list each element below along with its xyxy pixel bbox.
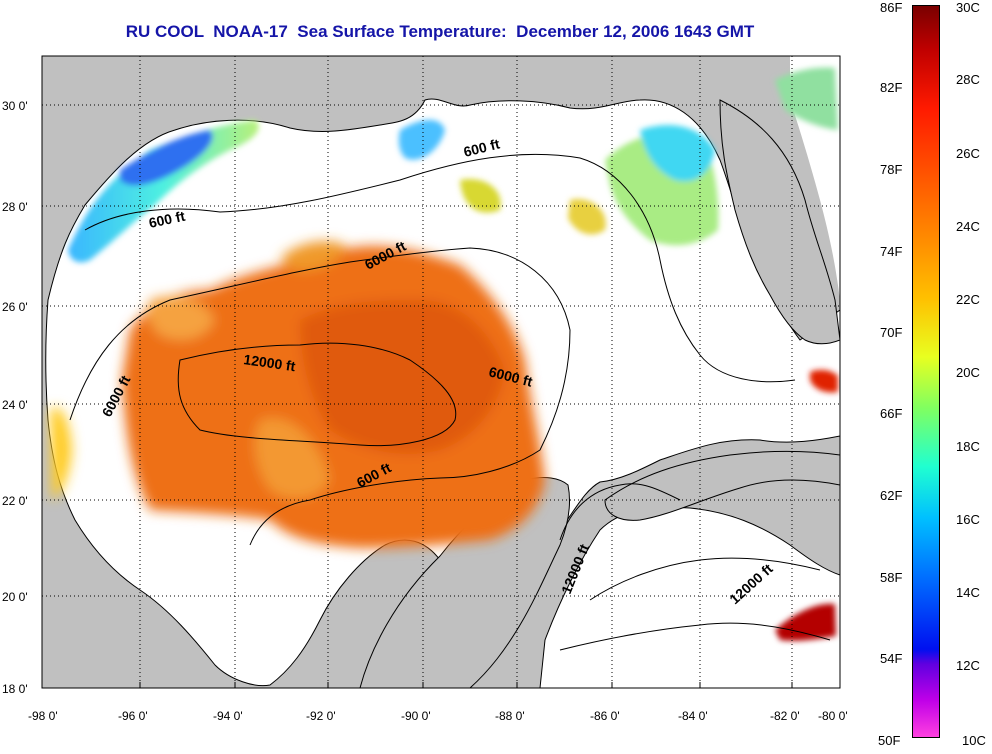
f-label: 54F (880, 651, 903, 666)
lat-label: 26 0' (2, 300, 28, 314)
lon-label: -98 0' (28, 709, 58, 723)
graticule (42, 56, 840, 688)
longitude-labels: -98 0' -96 0' -94 0' -92 0' -90 0' -88 0… (28, 709, 848, 723)
lat-label: 28 0' (2, 200, 28, 214)
lon-label: -92 0' (306, 709, 336, 723)
lat-label: 24 0' (2, 398, 28, 412)
f-label: 70F (880, 325, 903, 340)
c-label: 28C (956, 72, 980, 87)
f-label: 62F (880, 488, 903, 503)
f-label: 86F (880, 0, 903, 15)
c-label: 20C (956, 365, 980, 380)
f-label: 78F (880, 162, 903, 177)
c-label: 26C (956, 146, 980, 161)
lat-label: 18 0' (2, 682, 28, 696)
lon-label: -84 0' (678, 709, 708, 723)
florida-land (719, 99, 840, 345)
lon-label: -90 0' (401, 709, 431, 723)
map-frame (41, 55, 841, 689)
c-label: 18C (956, 439, 980, 454)
latitude-labels: 30 0' 28 0' 26 0' 24 0' 22 0' 20 0' 18 0… (2, 99, 28, 696)
c-label: 30C (956, 0, 980, 15)
c-label: 22C (956, 292, 980, 307)
lon-label: -80 0' (818, 709, 848, 723)
lat-label: 22 0' (2, 494, 28, 508)
c-label: 24C (956, 219, 980, 234)
lon-label: -86 0' (590, 709, 620, 723)
lon-label: -96 0' (118, 709, 148, 723)
lon-label: -82 0' (770, 709, 800, 723)
sst-patches (50, 241, 545, 549)
lat-label: 20 0' (2, 590, 28, 604)
f-label: 82F (880, 80, 903, 95)
coastal-sst (68, 67, 838, 641)
temperature-colorbar (912, 5, 940, 738)
f-label: 66F (880, 406, 903, 421)
f-label: 74F (880, 244, 903, 259)
f-label: 58F (880, 570, 903, 585)
contour-label-1: 600 ft (147, 208, 186, 231)
map-title: RU COOL NOAA-17 Sea Surface Temperature:… (125, 22, 755, 41)
c-label: 14C (956, 585, 980, 600)
caribbean-water (539, 506, 840, 688)
c-label: 16C (956, 512, 980, 527)
lon-label: -94 0' (213, 709, 243, 723)
contour-label-4: 12000 ft (243, 351, 297, 374)
f-label: 50F (878, 733, 901, 748)
c-label: 12C (956, 658, 980, 673)
frame-ticks (41, 682, 841, 688)
cuba-land (604, 450, 840, 521)
c-label: 10C (962, 733, 986, 748)
lat-label: 30 0' (2, 99, 28, 113)
lon-label: -88 0' (495, 709, 525, 723)
